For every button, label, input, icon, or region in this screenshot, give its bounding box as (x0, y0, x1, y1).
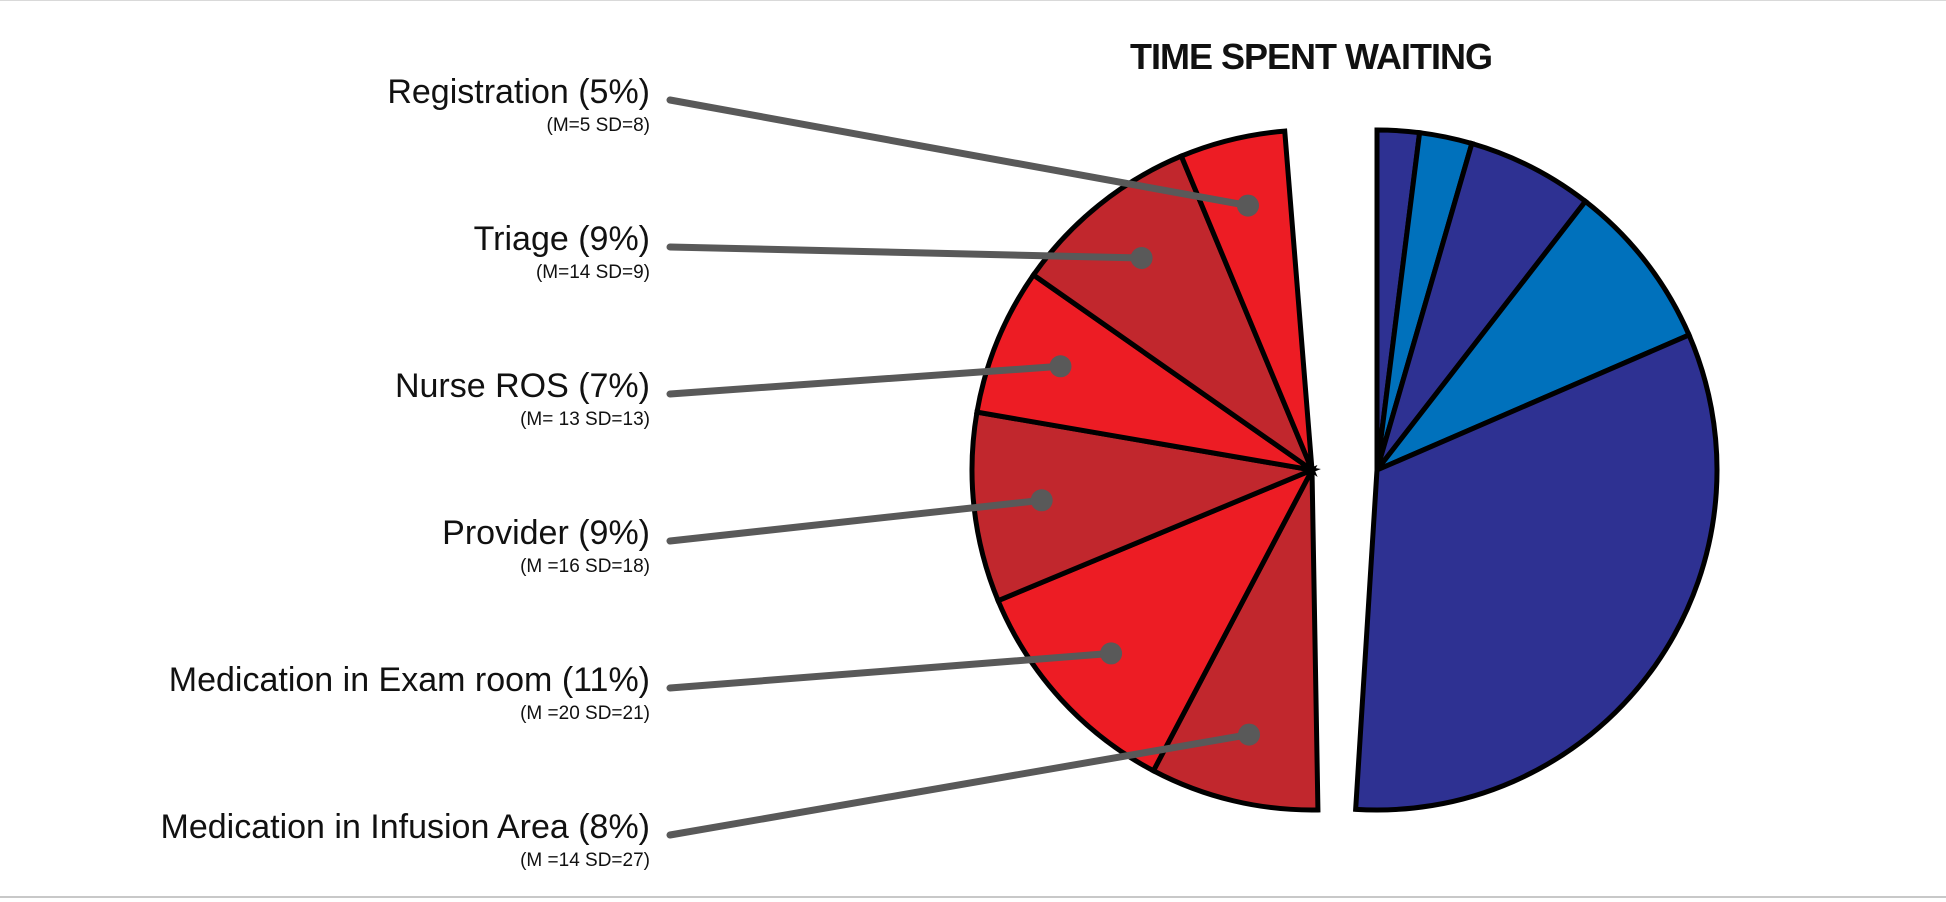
stats-triage: (M=14 SD=9) (535, 262, 650, 283)
leader-line-registration (666, 96, 1252, 210)
stats-provider: (M =16 SD=18) (520, 556, 650, 577)
label-triage: Triage (9%) (473, 220, 650, 258)
leader-dot-triage (1130, 247, 1153, 269)
pie-slice-other-4 (1375, 197, 1693, 473)
leader-dot-medication-in-exam-room (1100, 642, 1123, 665)
stats-medication-in-infusion-area: (M =14 SD=27) (520, 850, 650, 871)
pie-slice-other-5 (1352, 331, 1720, 813)
leader-line-medication-in-infusion-area (666, 731, 1253, 839)
leader-dot-provider (1030, 489, 1053, 512)
pie-slice-registration (1178, 128, 1315, 471)
bottom-rule (0, 896, 1946, 898)
chart-title: TIME SPENT WAITING (1130, 36, 1493, 77)
pie-slice-medication-in-infusion-area (1150, 468, 1321, 813)
leader-dot-medication-in-infusion-area (1238, 723, 1260, 746)
label-provider: Provider (9%) (442, 514, 650, 552)
pie-slice-triage (1030, 152, 1318, 477)
label-nurse-ros: Nurse ROS (7%) (394, 367, 650, 405)
leader-line-nurse-ros (666, 362, 1064, 398)
pie-slice-nurse-ros (974, 271, 1314, 473)
leader-line-triage (666, 243, 1146, 262)
label-medication-in-exam-room: Medication in Exam room (11%) (168, 661, 650, 699)
label-medication-in-infusion-area: Medication in Infusion Area (8%) (160, 808, 650, 846)
top-rule (0, 0, 1946, 1)
pie-slice-medication-in-exam-room (994, 465, 1318, 775)
leader-dot-registration (1237, 194, 1259, 217)
other-slices-group (1352, 127, 1720, 813)
leader-lines-group (666, 96, 1260, 839)
leader-line-provider (666, 496, 1046, 545)
label-registration: Registration (5%) (387, 73, 650, 111)
waiting-slices-group (969, 128, 1321, 813)
leader-line-medication-in-exam-room (666, 649, 1115, 692)
stats-registration: (M=5 SD=8) (546, 115, 650, 136)
stats-nurse-ros: (M= 13 SD=13) (520, 409, 650, 430)
leader-dot-nurse-ros (1049, 355, 1072, 378)
stats-medication-in-exam-room: (M =20 SD=21) (520, 703, 650, 724)
